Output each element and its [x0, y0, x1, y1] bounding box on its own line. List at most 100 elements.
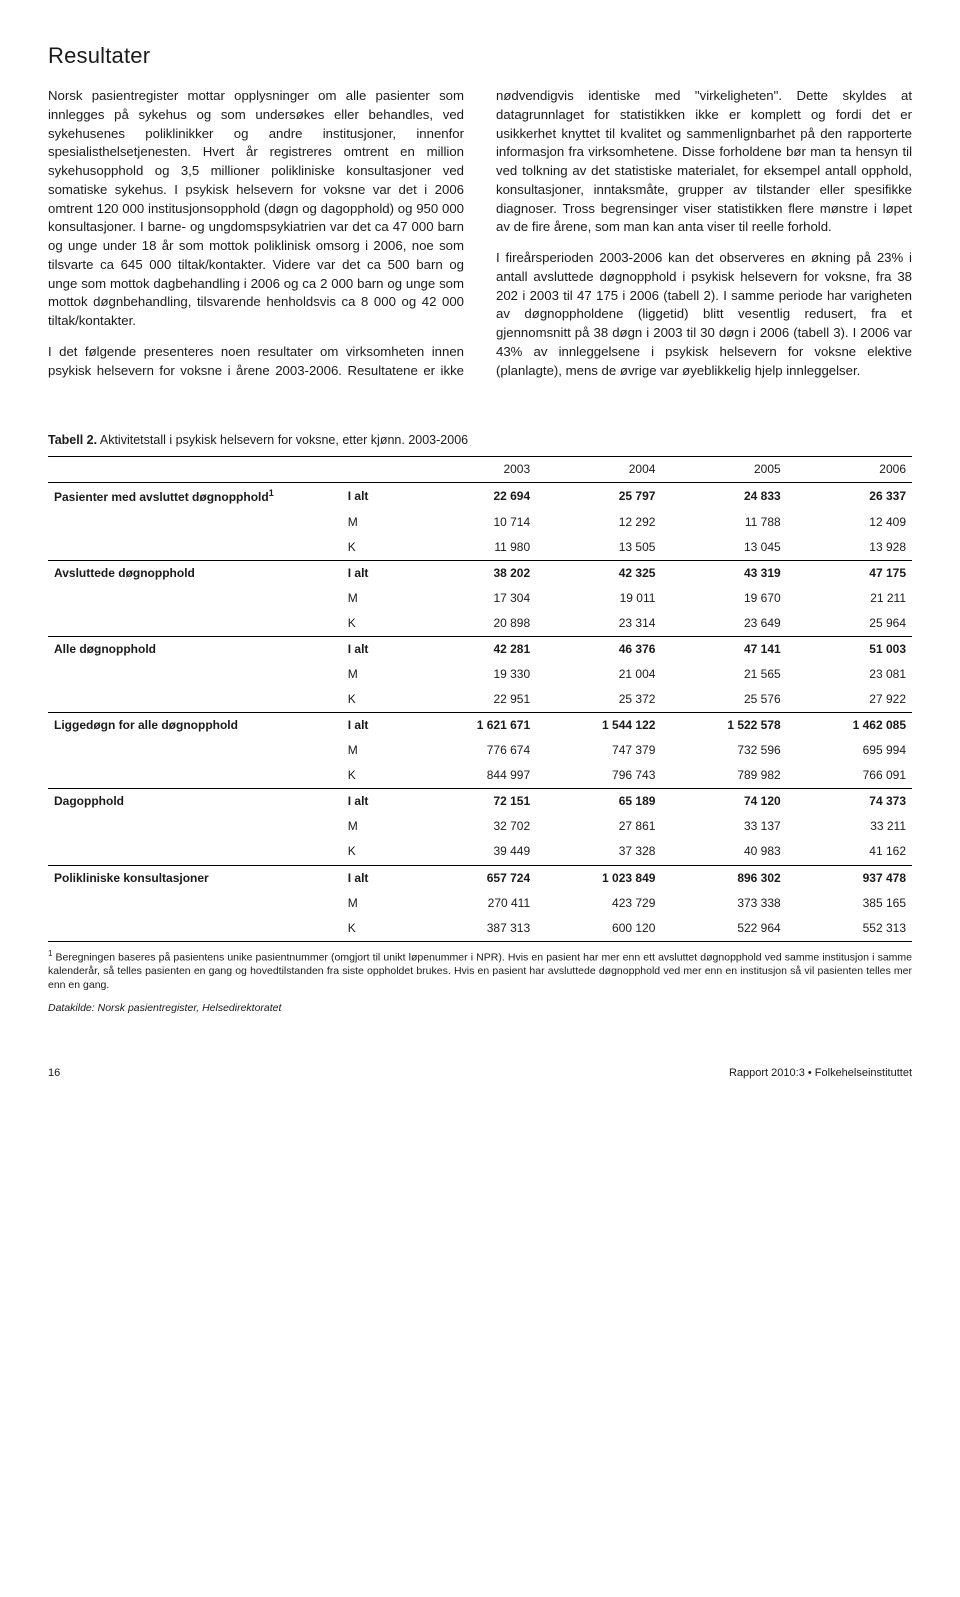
cell-value: 40 983 — [661, 839, 786, 865]
cell-value: 896 302 — [661, 865, 786, 891]
cell-value: 27 861 — [536, 814, 661, 839]
table-row: Pasienter med avsluttet døgnopphold1I al… — [48, 483, 912, 511]
cell-value: 46 376 — [536, 637, 661, 663]
row-label — [48, 611, 342, 637]
row-label — [48, 662, 342, 687]
cell-value: 22 694 — [411, 483, 536, 511]
table-row: Avsluttede døgnoppholdI alt38 20242 3254… — [48, 561, 912, 587]
row-label: Polikliniske konsultasjoner — [48, 865, 342, 891]
row-sublabel: M — [342, 510, 411, 535]
row-sublabel: K — [342, 916, 411, 942]
row-sublabel: I alt — [342, 483, 411, 511]
cell-value: 270 411 — [411, 891, 536, 916]
cell-value: 51 003 — [787, 637, 912, 663]
cell-value: 23 314 — [536, 611, 661, 637]
table-row: M19 33021 00421 56523 081 — [48, 662, 912, 687]
row-sublabel: K — [342, 535, 411, 561]
cell-value: 19 011 — [536, 586, 661, 611]
table-row: M32 70227 86133 13733 211 — [48, 814, 912, 839]
table-footnote: 1 Beregningen baseres på pasientens unik… — [48, 949, 912, 993]
cell-value: 19 670 — [661, 586, 786, 611]
cell-value: 1 544 122 — [536, 713, 661, 739]
year-2004: 2004 — [536, 457, 661, 483]
table-datasource: Datakilde: Norsk pasientregister, Helsed… — [48, 1001, 912, 1016]
row-sublabel: M — [342, 586, 411, 611]
cell-value: 21 211 — [787, 586, 912, 611]
cell-value: 766 091 — [787, 763, 912, 789]
row-sublabel: I alt — [342, 865, 411, 891]
cell-value: 789 982 — [661, 763, 786, 789]
cell-value: 776 674 — [411, 738, 536, 763]
cell-value: 25 372 — [536, 687, 661, 713]
cell-value: 11 788 — [661, 510, 786, 535]
row-label — [48, 687, 342, 713]
row-sublabel: I alt — [342, 561, 411, 587]
row-label — [48, 916, 342, 942]
cell-value: 373 338 — [661, 891, 786, 916]
paragraph-3: I fireårsperioden 2003-2006 kan det obse… — [496, 249, 912, 380]
table-row: DagoppholdI alt72 15165 18974 12074 373 — [48, 789, 912, 815]
cell-value: 38 202 — [411, 561, 536, 587]
table-row: M270 411423 729373 338385 165 — [48, 891, 912, 916]
cell-value: 1 462 085 — [787, 713, 912, 739]
cell-value: 32 702 — [411, 814, 536, 839]
cell-value: 25 964 — [787, 611, 912, 637]
section-title: Resultater — [48, 40, 912, 71]
row-label: Liggedøgn for alle døgnopphold — [48, 713, 342, 739]
row-sublabel: M — [342, 738, 411, 763]
table-row: K20 89823 31423 64925 964 — [48, 611, 912, 637]
table-caption-num: Tabell 2. — [48, 433, 97, 447]
row-sublabel: I alt — [342, 713, 411, 739]
cell-value: 33 137 — [661, 814, 786, 839]
table-row: K11 98013 50513 04513 928 — [48, 535, 912, 561]
row-label — [48, 891, 342, 916]
cell-value: 72 151 — [411, 789, 536, 815]
row-label: Alle døgnopphold — [48, 637, 342, 663]
row-sublabel: K — [342, 763, 411, 789]
cell-value: 25 576 — [661, 687, 786, 713]
cell-value: 13 928 — [787, 535, 912, 561]
cell-value: 74 120 — [661, 789, 786, 815]
cell-value: 423 729 — [536, 891, 661, 916]
body-columns: Norsk pasientregister mottar opplysninge… — [48, 87, 912, 386]
table-caption-text: Aktivitetstall i psykisk helsevern for v… — [97, 433, 468, 447]
year-2006: 2006 — [787, 457, 912, 483]
cell-value: 24 833 — [661, 483, 786, 511]
row-label — [48, 586, 342, 611]
cell-value: 33 211 — [787, 814, 912, 839]
footer-right: Rapport 2010:3 • Folkehelseinstituttet — [729, 1066, 912, 1082]
table-row: Liggedøgn for alle døgnoppholdI alt1 621… — [48, 713, 912, 739]
row-sublabel: K — [342, 687, 411, 713]
row-sublabel: M — [342, 814, 411, 839]
table-row: M10 71412 29211 78812 409 — [48, 510, 912, 535]
cell-value: 13 505 — [536, 535, 661, 561]
cell-value: 21 004 — [536, 662, 661, 687]
cell-value: 13 045 — [661, 535, 786, 561]
cell-value: 522 964 — [661, 916, 786, 942]
row-sublabel: K — [342, 839, 411, 865]
cell-value: 1 023 849 — [536, 865, 661, 891]
table-row: K39 44937 32840 98341 162 — [48, 839, 912, 865]
paragraph-1: Norsk pasientregister mottar opplysninge… — [48, 87, 464, 331]
cell-value: 22 951 — [411, 687, 536, 713]
cell-value: 695 994 — [787, 738, 912, 763]
table-caption: Tabell 2. Aktivitetstall i psykisk helse… — [48, 432, 912, 450]
cell-value: 39 449 — [411, 839, 536, 865]
cell-value: 12 409 — [787, 510, 912, 535]
row-sublabel: M — [342, 662, 411, 687]
cell-value: 23 081 — [787, 662, 912, 687]
table-row: Alle døgnoppholdI alt42 28146 37647 1415… — [48, 637, 912, 663]
cell-value: 844 997 — [411, 763, 536, 789]
activity-table: 2003 2004 2005 2006 Pasienter med avslut… — [48, 456, 912, 942]
row-label — [48, 839, 342, 865]
cell-value: 41 162 — [787, 839, 912, 865]
row-sublabel: I alt — [342, 637, 411, 663]
table-row: K22 95125 37225 57627 922 — [48, 687, 912, 713]
cell-value: 65 189 — [536, 789, 661, 815]
row-sublabel: M — [342, 891, 411, 916]
table-row: Polikliniske konsultasjonerI alt657 7241… — [48, 865, 912, 891]
cell-value: 552 313 — [787, 916, 912, 942]
year-2003: 2003 — [411, 457, 536, 483]
cell-value: 74 373 — [787, 789, 912, 815]
cell-value: 10 714 — [411, 510, 536, 535]
